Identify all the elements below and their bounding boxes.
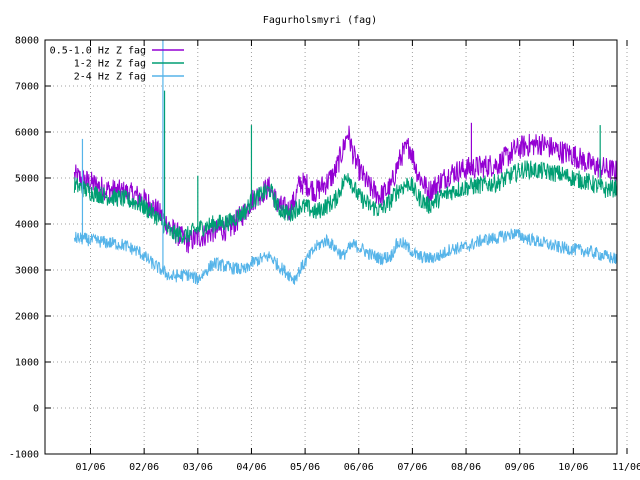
y-tick-label: 7000 <box>15 82 39 93</box>
chart-title: Fagurholsmyri (fag) <box>263 15 377 26</box>
y-tick-label: 0 <box>33 404 39 415</box>
x-tick-label: 05/06 <box>290 462 320 473</box>
series-layer <box>73 40 617 285</box>
legend: 0.5-1.0 Hz Z fag 1-2 Hz Z fag 2-4 Hz Z fag <box>50 46 184 83</box>
x-tick-label: 03/06 <box>183 462 213 473</box>
y-tick-label: 5000 <box>15 174 39 185</box>
x-tick-label: 04/06 <box>236 462 266 473</box>
legend-label: 2-4 Hz Z fag <box>74 72 146 83</box>
y-axis-ticks: -1000 0 1000 2000 3000 4000 5000 6000 7000 8000 <box>9 36 617 461</box>
x-tick-label: 09/06 <box>505 462 535 473</box>
x-axis-ticks: 01/06 02/06 03/06 04/06 05/06 06/06 07/06 08/06… <box>75 40 640 473</box>
x-tick-label: 02/06 <box>129 462 159 473</box>
series-line <box>73 160 617 244</box>
y-tick-label: 3000 <box>15 266 39 277</box>
y-tick-label: 1000 <box>15 358 39 369</box>
legend-label: 0.5-1.0 Hz Z fag <box>50 46 146 57</box>
y-tick-label: 2000 <box>15 312 39 323</box>
y-tick-label: 4000 <box>15 220 39 231</box>
x-tick-label: 01/06 <box>75 462 105 473</box>
grid <box>45 40 628 454</box>
x-tick-label: 10/06 <box>558 462 588 473</box>
legend-label: 1-2 Hz Z fag <box>74 59 146 70</box>
x-tick-label: 11/06 <box>612 462 640 473</box>
x-tick-label: 06/06 <box>344 462 374 473</box>
y-tick-label: 8000 <box>15 36 39 47</box>
x-tick-label: 08/06 <box>451 462 481 473</box>
x-tick-label: 07/06 <box>397 462 427 473</box>
plot-frame <box>44 39 618 455</box>
y-tick-label: -1000 <box>9 450 39 461</box>
series-line <box>73 228 617 285</box>
series-line <box>73 125 617 254</box>
y-tick-label: 6000 <box>15 128 39 139</box>
